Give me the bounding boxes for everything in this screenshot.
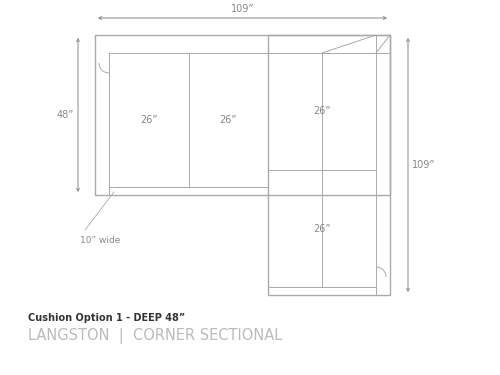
- Text: 26”: 26”: [313, 106, 331, 117]
- Text: LANGSTON  |  CORNER SECTIONAL: LANGSTON | CORNER SECTIONAL: [28, 328, 282, 344]
- Text: 26”: 26”: [313, 224, 331, 234]
- Text: 10” wide: 10” wide: [80, 236, 120, 245]
- Text: 26”: 26”: [140, 115, 158, 125]
- Text: 26”: 26”: [220, 115, 237, 125]
- Text: Cushion Option 1 - DEEP 48”: Cushion Option 1 - DEEP 48”: [28, 313, 185, 323]
- Text: 109”: 109”: [231, 4, 254, 14]
- Text: 48”: 48”: [56, 110, 74, 120]
- Bar: [95, 35, 390, 195]
- Bar: [268, 35, 390, 295]
- Text: 109”: 109”: [412, 160, 436, 170]
